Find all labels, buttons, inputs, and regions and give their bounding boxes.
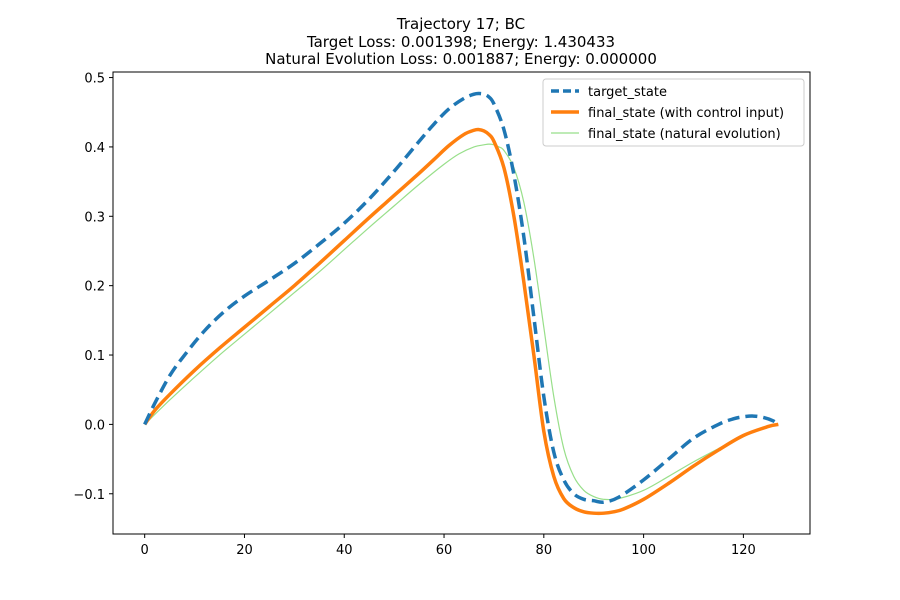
y-tick-label: 0.0: [84, 418, 105, 433]
x-axis: 0 20 40 60 80 100: [141, 534, 756, 558]
x-tick: 100: [631, 534, 656, 558]
y-tick-label: 0.4: [84, 141, 105, 156]
series-layer: [143, 91, 780, 516]
series-line-final-state-with-control-input: [143, 127, 779, 516]
y-tick-label: 0.5: [84, 72, 105, 87]
y-tick-label: 0.2: [84, 280, 105, 295]
chart-subtitle-target-loss: Target Loss: 0.001398; Energy: 1.430433: [306, 33, 615, 51]
y-tick-label: −0.1: [73, 488, 105, 503]
y-tick: 0.0: [84, 418, 113, 433]
x-tick-label: 40: [336, 543, 353, 558]
chart-title: Trajectory 17; BC: [396, 15, 525, 33]
x-tick-label: 60: [436, 543, 453, 558]
x-tick-label: 0: [141, 543, 149, 558]
legend-label-target-state: target_state: [588, 85, 667, 100]
y-tick: 0.2: [84, 280, 113, 295]
x-tick: 80: [536, 534, 553, 558]
y-tick: 0.4: [84, 141, 113, 156]
y-tick-label: 0.3: [84, 210, 105, 225]
x-tick-label: 120: [731, 543, 756, 558]
series-line-final-state-natural-evolution: [144, 143, 779, 501]
x-tick-label: 20: [236, 543, 253, 558]
legend: target_state final_state (with control i…: [542, 78, 805, 147]
y-tick: 0.1: [84, 349, 113, 364]
legend-entry: target_state: [551, 85, 667, 100]
series-line-target-state: [143, 91, 780, 504]
x-tick: 60: [436, 534, 453, 558]
x-tick: 120: [731, 534, 756, 558]
chart-subtitle-natural-loss: Natural Evolution Loss: 0.001887; Energy…: [265, 50, 657, 68]
x-tick-label: 100: [631, 543, 656, 558]
y-tick: −0.1: [73, 488, 113, 503]
y-tick: 0.3: [84, 210, 113, 225]
plot-area: [113, 72, 810, 534]
legend-label-final-state-control: final_state (with control input): [588, 106, 784, 121]
legend-entry: final_state (natural evolution): [551, 127, 781, 142]
y-tick-label: 0.1: [84, 349, 105, 364]
legend-box: [542, 78, 805, 147]
y-tick: 0.5: [84, 72, 113, 87]
x-tick-label: 80: [536, 543, 553, 558]
legend-label-final-state-natural: final_state (natural evolution): [588, 127, 781, 142]
plot-spines: [112, 71, 811, 535]
legend-entry: final_state (with control input): [551, 106, 784, 121]
x-tick: 20: [236, 534, 253, 558]
x-tick: 40: [336, 534, 353, 558]
y-axis: −0.1 0.0 0.1 0.2 0.3 0.4: [73, 72, 113, 503]
x-tick: 0: [141, 534, 149, 558]
